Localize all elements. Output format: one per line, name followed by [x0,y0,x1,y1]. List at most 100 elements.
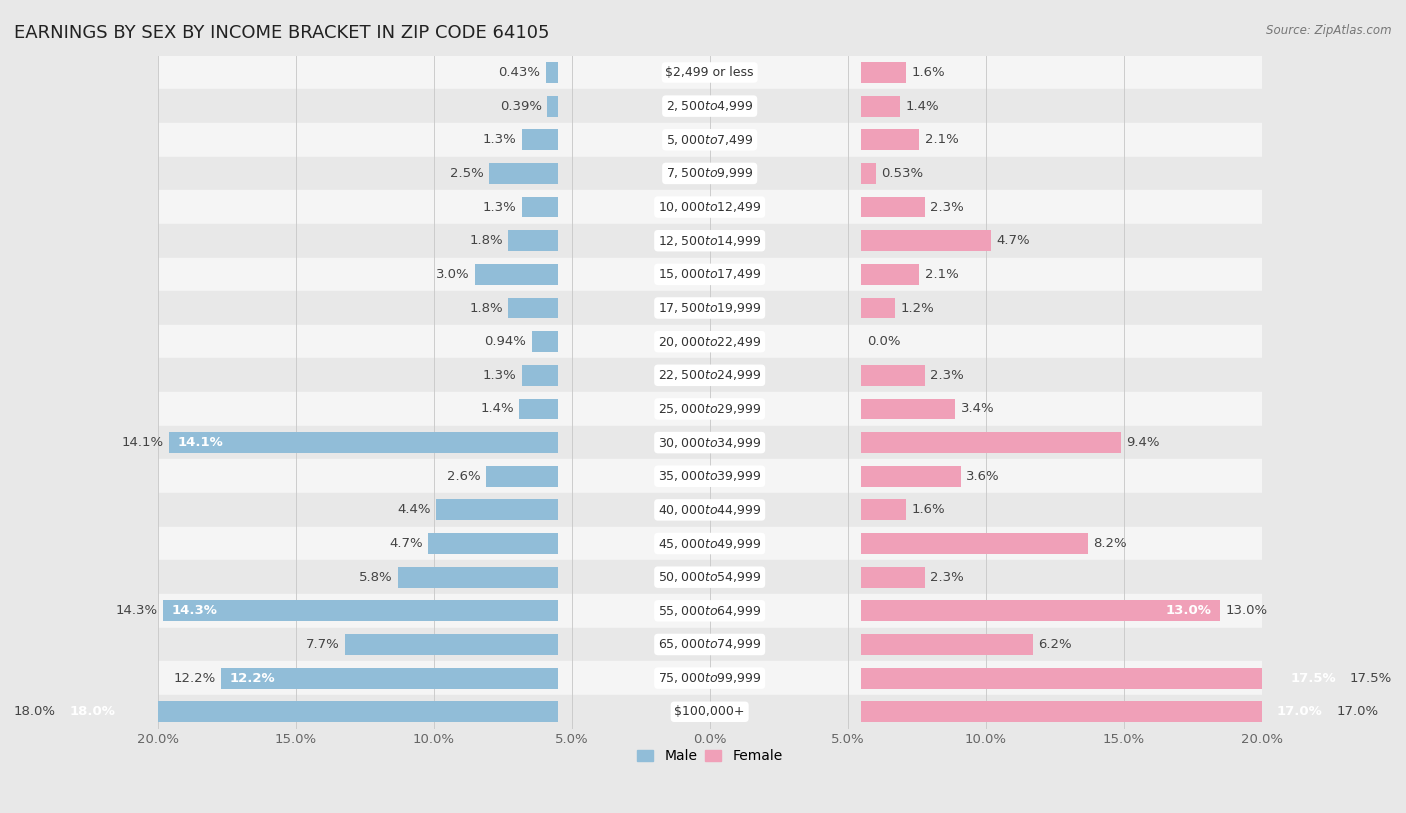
Bar [157,459,1261,493]
Legend: Male, Female: Male, Female [631,744,789,769]
Text: 17.0%: 17.0% [1336,706,1378,718]
Text: 6.2%: 6.2% [1038,638,1071,651]
Bar [862,433,1121,453]
Text: 4.7%: 4.7% [997,234,1031,247]
Bar [157,594,1261,628]
Bar [436,499,558,520]
Bar [163,601,558,621]
Bar [157,55,1261,89]
Text: EARNINGS BY SEX BY INCOME BRACKET IN ZIP CODE 64105: EARNINGS BY SEX BY INCOME BRACKET IN ZIP… [14,24,550,42]
Text: $22,500 to $24,999: $22,500 to $24,999 [658,368,762,382]
Text: $50,000 to $54,999: $50,000 to $54,999 [658,570,762,585]
Bar [508,230,558,251]
Text: $25,000 to $29,999: $25,000 to $29,999 [658,402,761,416]
Bar [546,62,558,83]
Bar [157,493,1261,527]
Bar [489,163,558,184]
Bar [862,567,925,588]
Bar [157,661,1261,695]
Bar [531,331,558,352]
Bar [169,433,558,453]
Text: $5,000 to $7,499: $5,000 to $7,499 [666,133,754,147]
Text: 1.6%: 1.6% [911,503,945,516]
Text: 12.2%: 12.2% [173,672,215,685]
Bar [862,533,1088,554]
Bar [346,634,558,655]
Bar [547,96,558,116]
Text: 2.3%: 2.3% [931,201,965,214]
Text: $65,000 to $74,999: $65,000 to $74,999 [658,637,762,651]
Bar [157,426,1261,459]
Bar [522,365,558,385]
Text: $2,499 or less: $2,499 or less [665,66,754,79]
Text: $35,000 to $39,999: $35,000 to $39,999 [658,469,762,483]
Text: 1.8%: 1.8% [470,302,503,315]
Bar [157,527,1261,560]
Text: 2.5%: 2.5% [450,167,484,180]
Bar [486,466,558,487]
Text: $100,000+: $100,000+ [675,706,745,718]
Text: 2.1%: 2.1% [925,133,959,146]
Text: $20,000 to $22,499: $20,000 to $22,499 [658,335,762,349]
Bar [475,264,558,285]
Text: 14.3%: 14.3% [172,604,218,617]
Text: 1.4%: 1.4% [479,402,513,415]
Bar [862,264,920,285]
Text: 13.0%: 13.0% [1166,604,1212,617]
Text: 14.1%: 14.1% [177,436,224,449]
Bar [157,359,1261,392]
Bar [862,634,1032,655]
Text: Source: ZipAtlas.com: Source: ZipAtlas.com [1267,24,1392,37]
Text: 1.8%: 1.8% [470,234,503,247]
Text: 2.3%: 2.3% [931,571,965,584]
Bar [862,466,960,487]
Bar [157,224,1261,258]
Bar [522,197,558,218]
Bar [157,123,1261,157]
Bar [62,702,558,722]
Bar [522,129,558,150]
Text: 2.6%: 2.6% [447,470,481,483]
Text: 14.1%: 14.1% [121,436,163,449]
Bar [862,96,900,116]
Text: 17.5%: 17.5% [1291,672,1336,685]
Text: 3.4%: 3.4% [960,402,994,415]
Bar [862,129,920,150]
Bar [862,163,876,184]
Bar [157,695,1261,728]
Text: $17,500 to $19,999: $17,500 to $19,999 [658,301,762,315]
Bar [157,190,1261,224]
Text: 18.0%: 18.0% [69,706,115,718]
Text: 13.0%: 13.0% [1226,604,1268,617]
Text: $40,000 to $44,999: $40,000 to $44,999 [658,503,762,517]
Bar [157,325,1261,359]
Text: 5.8%: 5.8% [359,571,392,584]
Text: $7,500 to $9,999: $7,500 to $9,999 [666,167,754,180]
Text: 3.6%: 3.6% [966,470,1000,483]
Text: $12,500 to $14,999: $12,500 to $14,999 [658,233,762,248]
Bar [157,258,1261,291]
Text: 1.3%: 1.3% [482,369,516,382]
Bar [862,62,905,83]
Text: $30,000 to $34,999: $30,000 to $34,999 [658,436,762,450]
Bar [157,89,1261,123]
Text: 14.3%: 14.3% [115,604,157,617]
Bar [862,197,925,218]
Text: $10,000 to $12,499: $10,000 to $12,499 [658,200,762,214]
Bar [862,702,1330,722]
Text: 0.53%: 0.53% [882,167,924,180]
Bar [862,298,894,319]
Text: 1.2%: 1.2% [900,302,934,315]
Text: $55,000 to $64,999: $55,000 to $64,999 [658,604,762,618]
Bar [508,298,558,319]
Text: 2.3%: 2.3% [931,369,965,382]
Bar [157,392,1261,426]
Bar [398,567,558,588]
Text: 0.0%: 0.0% [868,335,900,348]
Bar [157,560,1261,594]
Text: 3.0%: 3.0% [436,267,470,280]
Text: 2.1%: 2.1% [925,267,959,280]
Text: 1.4%: 1.4% [905,100,939,113]
Bar [221,667,558,689]
Text: 1.3%: 1.3% [482,201,516,214]
